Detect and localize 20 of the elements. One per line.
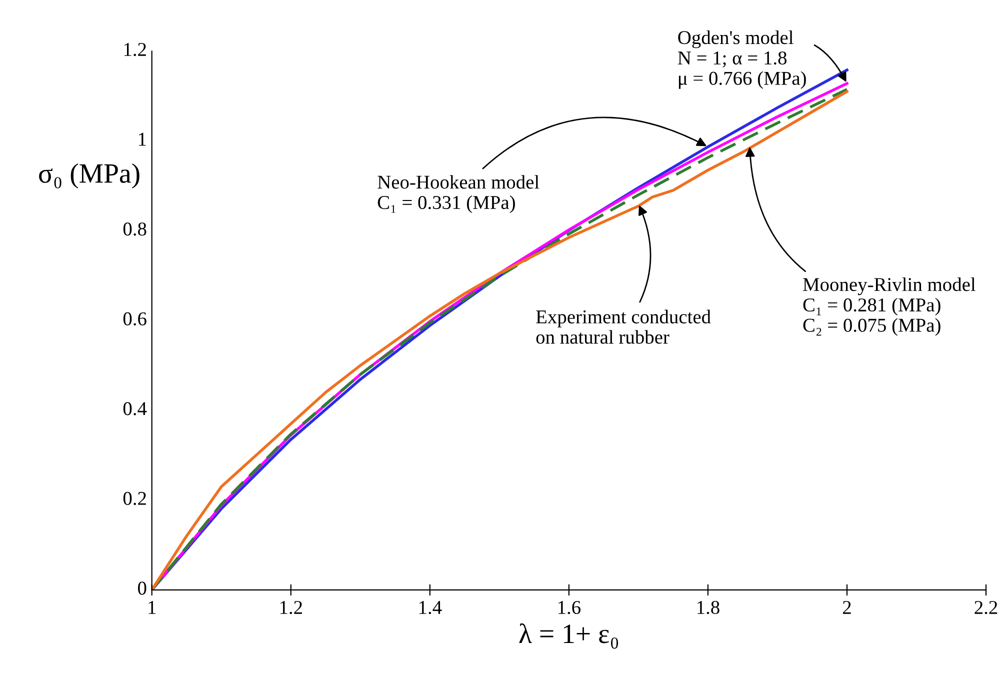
- x-tick-label: 1.4: [419, 601, 442, 614]
- y-tick-label: 0.6: [123, 312, 146, 326]
- x-tick-label: 1: [148, 601, 156, 614]
- y-tick-label: 1: [138, 132, 146, 146]
- y-tick-label: 0: [138, 582, 146, 595]
- annotation: Neo-Hookean model C₁ = 0.331 (MPa): [378, 175, 540, 214]
- y-axis-title: σ₀ (MPa): [39, 163, 140, 189]
- annotation: Mooney-Rivlin model C₁ = 0.281 (MPa) C₂ = 0.075 (MPa): [803, 277, 976, 336]
- x-tick-label: 2: [842, 600, 851, 614]
- y-tick-label: 0.2: [123, 492, 146, 506]
- annotation: Ogden's model N = 1; α = 1.8 μ = 0.766 (MPa): [678, 30, 806, 89]
- y-tick-label: 0.4: [123, 402, 147, 416]
- x-tick-label: 2.2: [974, 600, 998, 614]
- x-tick-label: 1.6: [558, 600, 581, 614]
- y-tick-label: 0.8: [123, 222, 146, 236]
- x-tick-label: 1.8: [698, 600, 720, 614]
- x-tick-label: 1.2: [280, 600, 302, 614]
- x-axis-title: λ = 1+ ε₀: [519, 623, 618, 649]
- annotation: Experiment conducted on natural rubber: [536, 310, 711, 344]
- y-tick-label: 1.2: [124, 42, 146, 56]
